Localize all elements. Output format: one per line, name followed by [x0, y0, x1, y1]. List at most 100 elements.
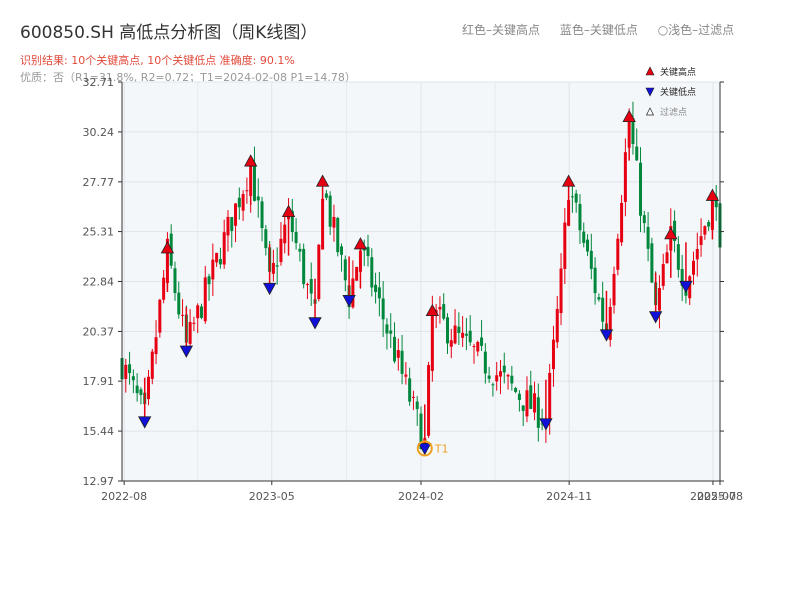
candle-body-up	[533, 393, 537, 413]
candle-body-up	[665, 252, 669, 264]
x-tick-label: 2024-02	[398, 490, 444, 503]
top-legend: 红色–关键高点 蓝色–关键低点 ○浅色–过滤点	[462, 21, 750, 38]
legend-filtered-icon	[645, 107, 655, 116]
candle-body-down	[139, 389, 143, 395]
x-tick-label: 2024-11	[546, 490, 592, 503]
candle-body-up	[188, 322, 192, 344]
candle-body-down	[589, 250, 593, 269]
candle-body-up	[699, 236, 703, 245]
candle-body-down	[230, 217, 234, 231]
candle-body-down	[707, 222, 711, 227]
candle-body-up	[559, 268, 563, 314]
candle-body-down	[680, 269, 684, 286]
candle-body-up	[461, 332, 465, 338]
candle-body-down	[408, 378, 412, 402]
key-low-marker	[648, 311, 663, 324]
candle-body-down	[468, 330, 472, 343]
candle-body-down	[207, 276, 211, 285]
key-high-marker	[705, 188, 720, 201]
candle-body-up	[211, 259, 215, 280]
candle-body-down	[593, 267, 597, 294]
candle-body-up	[279, 238, 283, 263]
key-high-marker	[160, 241, 175, 254]
candle-body-up	[146, 376, 150, 400]
candle-body-up	[525, 390, 529, 417]
candle-body-down	[597, 297, 601, 300]
candle-body-up	[472, 346, 476, 348]
candle-body-down	[578, 203, 582, 231]
chart-title: 600850.SH 高低点分析图（周K线图）	[20, 23, 318, 43]
candle-body-down	[639, 162, 643, 216]
candle-body-down	[650, 243, 654, 283]
key-low-marker	[342, 295, 356, 308]
candle-body-up	[427, 365, 431, 436]
candle-body-up	[150, 351, 154, 379]
candle-body-up	[506, 374, 510, 377]
x-tick-label: 2025-08	[697, 490, 743, 503]
candle-body-down	[540, 423, 544, 425]
candle-body-up	[332, 216, 336, 228]
y-tick-label: 22.84	[83, 276, 115, 289]
candle-body-down	[256, 196, 260, 201]
candle-body-up	[616, 238, 620, 270]
y-tick-label: 25.31	[83, 226, 115, 239]
candle-body-down	[419, 413, 423, 449]
key-low-marker	[308, 317, 322, 330]
key-high-marker	[561, 174, 576, 187]
candle-body-down	[586, 239, 590, 252]
top-legend-filtered: ○浅色–过滤点	[657, 23, 735, 37]
key-high-marker	[315, 174, 330, 187]
candle-body-down	[385, 324, 389, 334]
candle-body-down	[400, 350, 404, 374]
candle-body-up	[203, 277, 207, 322]
y-tick-label: 27.77	[83, 176, 115, 189]
key-high-marker	[353, 237, 368, 250]
candle-body-up	[241, 194, 245, 211]
key-low-marker	[138, 416, 152, 429]
x-tick-label: 2022-08	[101, 490, 147, 503]
candle-body-up	[620, 202, 624, 243]
candle-body-down	[635, 146, 639, 161]
candle-body-up	[355, 266, 359, 281]
key-high-marker	[244, 154, 258, 167]
candle-body-down	[673, 220, 677, 242]
candle-body-up	[495, 375, 499, 382]
candle-body-up	[271, 262, 275, 274]
candle-body-up	[555, 308, 559, 343]
x-tick-label: 2023-05	[249, 490, 295, 503]
candle-body-down	[480, 337, 484, 346]
y-tick-label: 30.24	[83, 126, 115, 139]
candle-body-down	[324, 193, 328, 198]
candle-body-down	[336, 217, 340, 253]
key-low-marker	[679, 280, 693, 294]
candle-body-down	[173, 268, 177, 294]
candle-body-down	[393, 336, 397, 362]
candle-body-up	[692, 260, 696, 275]
candle-body-up	[181, 314, 185, 316]
candle-body-down	[389, 330, 393, 334]
candle-body-down	[177, 292, 181, 315]
candle-body-down	[309, 279, 313, 294]
candle-body-up	[351, 278, 355, 308]
candle-body-up	[608, 306, 612, 340]
candle-body-down	[340, 246, 344, 255]
candle-body-up	[551, 339, 555, 370]
key-low-marker	[599, 329, 614, 342]
candle-body-up	[623, 152, 627, 202]
candle-body-up	[226, 216, 230, 236]
candle-body-up	[245, 190, 249, 192]
candle-body-down	[131, 376, 135, 381]
candle-body-down	[294, 231, 298, 244]
candle-body-down	[302, 248, 306, 285]
candle-body-up	[162, 277, 166, 300]
candle-body-down	[260, 201, 264, 229]
x-tick-label: 2025-07	[690, 490, 736, 503]
candle-body-down	[464, 333, 468, 336]
candle-body-up	[234, 203, 238, 226]
candle-body-down	[218, 258, 222, 265]
candle-body-up	[563, 222, 567, 269]
candle-body-up	[657, 288, 661, 311]
candle-body-down	[377, 287, 381, 299]
